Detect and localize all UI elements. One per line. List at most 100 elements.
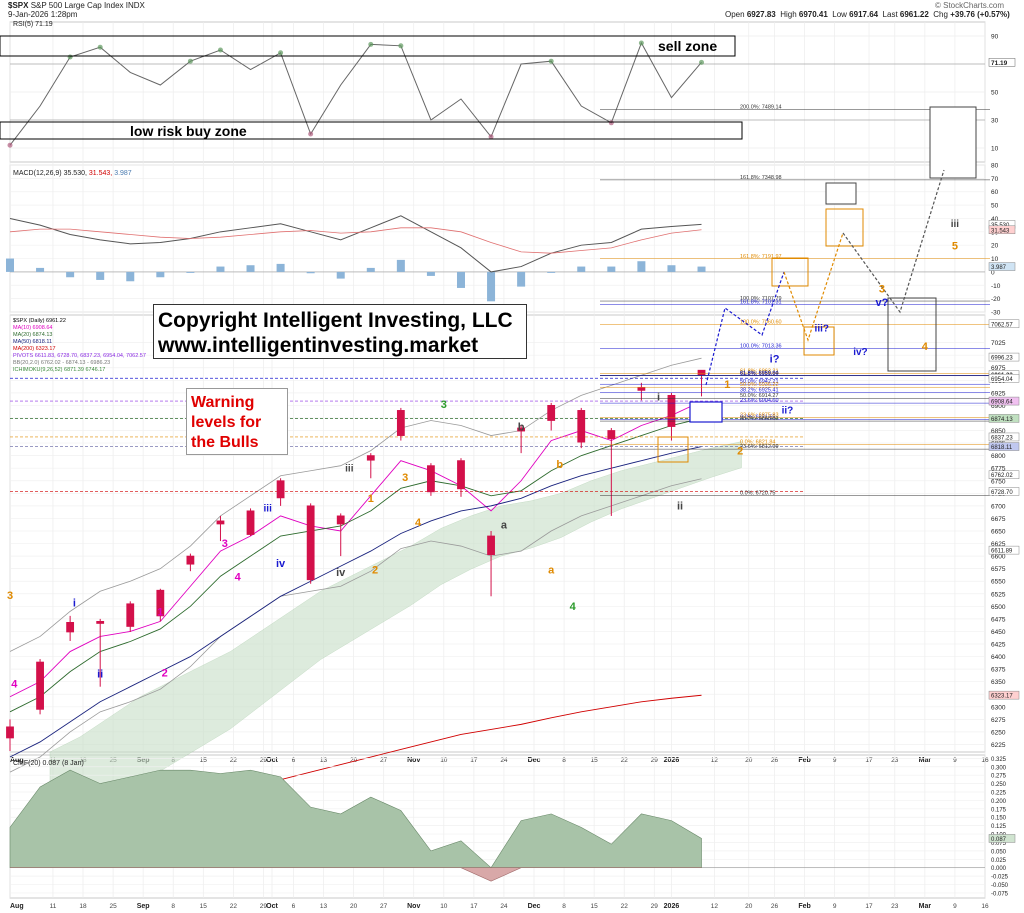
target-box-4	[803, 326, 835, 356]
target-box-iii	[825, 182, 857, 205]
cmf-tick-label: 0.050	[991, 849, 1007, 855]
price-tag	[988, 352, 1020, 362]
macd-histogram-bar	[396, 259, 405, 272]
x-day-label: 9	[953, 757, 957, 764]
price-legend-item: MA(10) 6908.64	[13, 325, 52, 331]
price-tick-label: 6400	[991, 654, 1006, 661]
wave-label: 1	[368, 493, 374, 505]
x-month-label: 2026	[664, 903, 680, 910]
candle-body	[126, 603, 135, 627]
macd-tick-label: 20	[991, 243, 999, 250]
candle-body	[276, 480, 285, 499]
price-legend-item: MA(50) 6818.11	[13, 339, 52, 345]
price-tag-value: 6837.23	[991, 435, 1013, 441]
x-day-label: 27	[380, 757, 388, 764]
target-box-v	[771, 257, 809, 287]
fib-level-label: 23.6%: 6904.60	[740, 398, 779, 404]
candle-body	[667, 394, 676, 427]
rsi-last-value: 71.19	[991, 60, 1008, 67]
ichimoku-cloud	[49, 441, 742, 848]
macd-histogram-bar	[66, 271, 75, 278]
x-day-label: 15	[591, 903, 599, 910]
macd-signal-line	[9, 227, 702, 254]
buy-zone-label: low risk buy zone	[130, 123, 247, 139]
price-tick-label: 6975	[991, 365, 1006, 372]
x-day-label: 29	[260, 757, 268, 764]
macd-histogram-bar	[607, 266, 616, 272]
price-tag-value: 6874.13	[991, 417, 1013, 423]
candle-body	[336, 515, 345, 525]
fib-level-label: 161.8%: 7191.97	[740, 254, 782, 260]
macd-histogram-bar	[366, 267, 375, 272]
price-tick-label: 6475	[991, 616, 1006, 623]
wave-label: iii	[951, 219, 960, 230]
price-tag-value: 6818.11	[991, 445, 1013, 451]
price-tick-label: 6850	[991, 428, 1006, 435]
warning-box: Warning levels for the Bulls	[186, 388, 288, 455]
price-tick-label: 6425	[991, 642, 1006, 649]
price-tag	[988, 414, 1020, 423]
x-day-label: 12	[711, 757, 719, 764]
wave-label: a	[548, 565, 555, 577]
macd-last-tag	[988, 262, 1016, 271]
target-box-5	[825, 208, 864, 247]
x-day-label: 13	[320, 757, 328, 764]
cmf-tick-label: 0.325	[991, 757, 1007, 763]
ma-line-1	[9, 400, 702, 698]
wave-label: 1	[157, 606, 163, 618]
x-day-label: 29	[260, 903, 268, 910]
price-tick-label: 6600	[991, 554, 1006, 561]
fib-level-label: 200.0%: 7489.14	[740, 104, 782, 110]
fib-level-label: 61.8%: 6963.21	[740, 369, 779, 375]
macd-last-value: 3.987	[991, 265, 1007, 271]
price-tag	[988, 545, 1020, 555]
wave-label: b	[518, 422, 525, 434]
grey-wave-projection	[842, 169, 945, 314]
index-name: S&P 500 Large Cap Index	[30, 1, 124, 10]
price-tick-label: 6675	[991, 516, 1006, 523]
macd-histogram-bar	[306, 271, 315, 274]
wave-label: 3	[402, 472, 408, 484]
price-tag	[988, 690, 1020, 700]
macd-tick-label: 10	[991, 256, 999, 263]
fib-level-label: 100.0%: 7107.79	[740, 296, 782, 302]
macd-histogram-bar	[426, 271, 435, 276]
fib-level-label: 23.6%: 6812.99	[740, 444, 779, 450]
x-day-label: 6	[292, 903, 296, 910]
wave-label: 2	[162, 668, 168, 680]
rsi-oversold-fill	[7, 142, 13, 148]
rsi-overbought-fill	[187, 58, 193, 64]
rsi-oversold-fill	[308, 131, 314, 137]
macd-legend-part: MACD(12,26,9) 35.530,	[13, 170, 89, 177]
cmf-tick-label: 0.275	[991, 774, 1007, 780]
candle-body	[246, 510, 255, 535]
price-tag-value: 7062.57	[991, 322, 1013, 328]
macd-tick-label: 70	[991, 176, 999, 183]
macd-tick-label: -30	[991, 310, 1001, 317]
wave-label: 4	[570, 601, 577, 613]
cmf-tick-label: 0.000	[991, 866, 1007, 872]
x-day-label: 15	[200, 757, 208, 764]
target-box-ii	[689, 401, 723, 423]
target-box-iv	[887, 297, 937, 372]
fib-level-label: 161.8%: 7101.31	[740, 299, 782, 305]
fib-level-label: 50.0%: 6942.21	[740, 379, 779, 385]
rsi-overbought-fill	[67, 54, 73, 60]
candle-body	[366, 455, 375, 461]
price-legend-item: MA(20) 6874.13	[13, 332, 52, 338]
cmf-tick-label: 0.125	[991, 824, 1007, 830]
x-month-label: Oct	[266, 903, 278, 910]
wave-label: iv	[276, 558, 286, 570]
rsi-overbought-fill	[368, 41, 374, 47]
low-value: 6917.64	[849, 10, 879, 19]
cmf-tick-label: 0.025	[991, 858, 1007, 864]
exchange: INDX	[125, 1, 145, 10]
price-tick-label: 6800	[991, 453, 1006, 460]
price-tag-value: 6728.70	[991, 490, 1013, 496]
price-tick-label: 6750	[991, 478, 1006, 485]
cmf-tick-label: -0.050	[991, 883, 1009, 889]
macd-histogram-bar	[547, 271, 556, 273]
x-day-label: 17	[865, 903, 873, 910]
rsi-legend: RSI(5) 71.19	[13, 21, 53, 28]
